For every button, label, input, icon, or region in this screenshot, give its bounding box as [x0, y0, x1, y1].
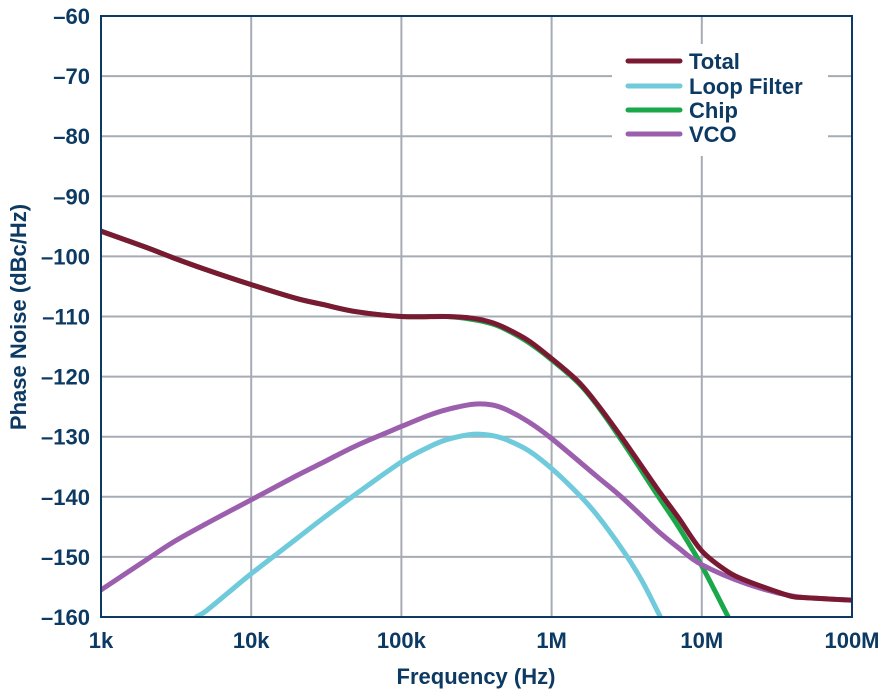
legend-label-vco: VCO — [689, 122, 737, 147]
series-layer — [101, 228, 852, 617]
grid — [101, 16, 852, 617]
legend: Total Loop Filter Chip VCO — [612, 44, 828, 156]
series-line-total — [101, 228, 852, 603]
y-tick-label-70: –70 — [53, 64, 90, 89]
legend-label-chip: Chip — [689, 98, 738, 123]
x-axis-label: Frequency (Hz) — [397, 664, 556, 689]
series-line-loop-filter — [193, 431, 663, 617]
y-tick-label-140: –140 — [41, 485, 90, 510]
y-tick-label-150: –150 — [41, 545, 90, 570]
y-tick-label-120: –120 — [41, 365, 90, 390]
y-tick-label-90: –90 — [53, 184, 90, 209]
x-tick-label-1k: 1k — [89, 628, 114, 653]
x-tick-label-100m: 100M — [824, 628, 879, 653]
y-tick-label-60: –60 — [53, 4, 90, 29]
y-tick-label-100: –100 — [41, 244, 90, 269]
tick-labels: 1k 10k 100k 1M 10M 100M –60 –70 –80 –90 –100 –110 –1… — [41, 4, 879, 653]
x-tick-label-1m: 1M — [536, 628, 567, 653]
y-tick-label-110: –110 — [42, 305, 90, 330]
x-tick-label-10k: 10k — [233, 628, 270, 653]
y-axis-label: Phase Noise (dBc/Hz) — [6, 204, 31, 430]
legend-label-total: Total — [689, 49, 740, 74]
series-line-vco — [101, 401, 852, 603]
y-tick-label-130: –130 — [41, 425, 90, 450]
plot-frame — [100, 15, 853, 618]
y-tick-label-80: –80 — [53, 124, 90, 149]
legend-label-loop-filter: Loop Filter — [689, 74, 803, 99]
x-tick-label-10m: 10M — [680, 628, 723, 653]
series-line-chip — [101, 228, 731, 617]
y-tick-label-160: –160 — [41, 605, 90, 630]
x-tick-label-100k: 100k — [377, 628, 427, 653]
